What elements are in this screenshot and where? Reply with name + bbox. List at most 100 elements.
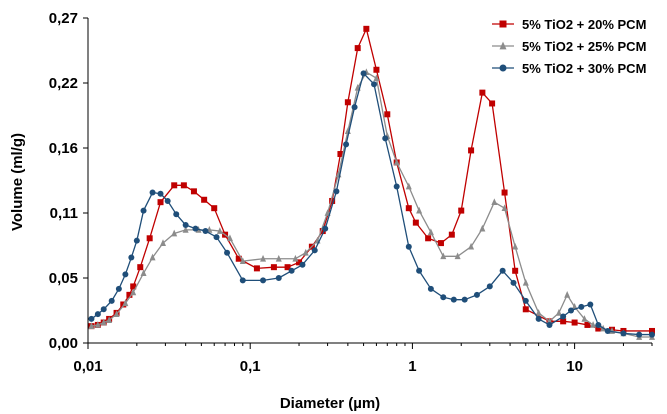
data-point (512, 267, 519, 274)
data-point (571, 319, 578, 326)
data-point (275, 254, 282, 262)
data-point (239, 257, 246, 264)
data-point (363, 25, 370, 32)
data-point (130, 283, 137, 290)
data-point (122, 299, 129, 307)
data-point (337, 151, 344, 158)
data-point (636, 331, 643, 338)
data-point (405, 182, 412, 190)
data-point (137, 264, 144, 271)
data-point (319, 228, 326, 235)
data-point (450, 296, 457, 303)
x-tick-label: 1 (408, 358, 416, 375)
data-point (146, 235, 153, 242)
data-point (468, 147, 475, 154)
data-point (260, 277, 267, 284)
data-point (94, 311, 101, 318)
data-point (425, 235, 432, 242)
x-tick-label: 0,1 (240, 358, 261, 375)
data-point (649, 331, 655, 338)
legend-label: 5% TiO2 + 30% PCM (522, 61, 646, 76)
data-point (555, 309, 562, 316)
data-point (373, 66, 380, 73)
data-point (649, 327, 655, 334)
data-point (288, 267, 295, 274)
x-axis-title: Diameter (µm) (280, 395, 380, 412)
data-point (382, 135, 389, 142)
data-point (171, 229, 178, 237)
data-point (201, 196, 208, 203)
data-point (160, 239, 167, 246)
y-tick-label: 0,22 (49, 75, 78, 92)
y-tick-label: 0,27 (49, 10, 78, 27)
data-point (595, 325, 602, 332)
data-point (489, 100, 496, 107)
data-point (140, 269, 147, 277)
data-point (427, 285, 434, 292)
data-point (384, 111, 391, 118)
data-point (149, 253, 156, 261)
data-point (468, 242, 475, 250)
data-point (360, 70, 367, 77)
data-point (546, 321, 553, 328)
data-point (211, 205, 218, 212)
data-point (473, 291, 480, 298)
data-point (499, 64, 507, 72)
data-point (128, 254, 135, 261)
data-point (440, 294, 447, 301)
data-point (239, 277, 246, 284)
legend-item-1: 5% TiO2 + 20% PCM (492, 17, 646, 32)
data-point (564, 291, 571, 298)
data-point (587, 301, 594, 308)
data-point (486, 283, 493, 290)
legend-label: 5% TiO2 + 25% PCM (522, 39, 646, 54)
data-point (157, 199, 164, 206)
data-point (130, 288, 137, 296)
data-point (479, 224, 486, 232)
y-tick-label: 0,11 (50, 205, 78, 222)
data-point (302, 248, 309, 256)
data-point (299, 261, 306, 268)
data-point (522, 306, 529, 313)
data-point (393, 183, 400, 190)
data-point (344, 99, 351, 106)
data-point (213, 234, 220, 241)
data-point (94, 321, 101, 328)
data-point (499, 20, 507, 28)
data-point (458, 207, 465, 214)
data-point (584, 321, 591, 328)
data-point (270, 264, 277, 271)
data-point (448, 231, 455, 238)
data-point (581, 315, 588, 322)
x-tick-label: 10 (566, 358, 583, 375)
data-point (479, 89, 486, 96)
data-point (535, 315, 542, 322)
data-point (192, 225, 199, 232)
series-3 (88, 70, 655, 338)
series-line (91, 28, 652, 332)
data-point (275, 275, 282, 281)
data-point (322, 225, 329, 232)
data-point (164, 197, 171, 204)
data-point (535, 309, 542, 316)
data-point (115, 285, 122, 292)
data-point (595, 321, 602, 328)
data-point (560, 313, 567, 320)
data-point (253, 265, 260, 272)
data-point (333, 188, 340, 195)
data-point (157, 190, 164, 197)
data-point (106, 316, 113, 323)
data-point (190, 188, 197, 195)
data-point (512, 242, 519, 250)
data-point (522, 278, 529, 286)
data-point (461, 296, 468, 303)
data-point (343, 141, 350, 148)
data-point (560, 318, 567, 325)
data-point (235, 255, 242, 262)
data-point (182, 222, 189, 229)
data-point (604, 327, 611, 334)
data-point (113, 310, 120, 317)
data-point (284, 264, 291, 271)
data-point (224, 249, 231, 256)
data-point (501, 204, 508, 212)
